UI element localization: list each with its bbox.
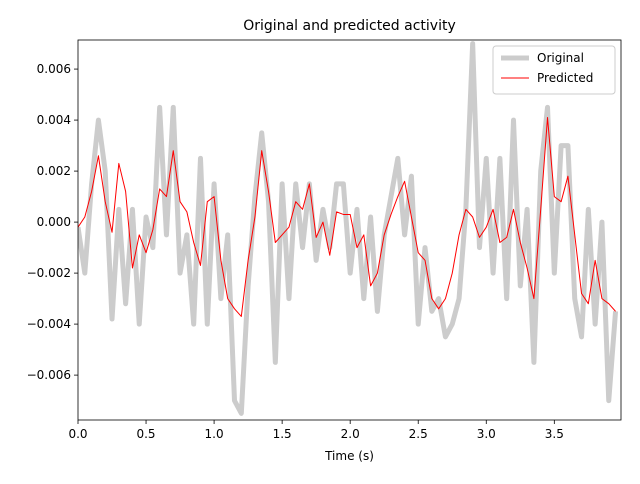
- plot-area: [78, 41, 619, 416]
- y-tick-label: 0.006: [37, 62, 71, 76]
- series-line: [78, 117, 616, 317]
- axes-frame: [77, 39, 622, 421]
- x-tick-label: 2.5: [409, 427, 428, 441]
- y-tick-label: 0.004: [37, 113, 71, 127]
- series-line: [78, 41, 619, 416]
- x-axis-label: Time (s): [324, 449, 374, 463]
- y-tick-label: −0.002: [27, 266, 71, 280]
- x-tick-label: 0.0: [68, 427, 87, 441]
- x-tick-label: 2.0: [341, 427, 360, 441]
- legend-label: Predicted: [537, 71, 593, 85]
- legend-label: Original: [537, 51, 584, 65]
- y-tick-label: −0.006: [27, 368, 71, 382]
- y-tick-label: 0.002: [37, 164, 71, 178]
- x-tick-label: 0.5: [136, 427, 155, 441]
- x-tick-label: 3.5: [545, 427, 564, 441]
- y-tick-label: −0.004: [27, 317, 71, 331]
- x-tick-label: 1.5: [273, 427, 292, 441]
- x-tick-label: 1.0: [205, 427, 224, 441]
- y-tick-label: 0.000: [37, 215, 71, 229]
- chart-title: Original and predicted activity: [243, 18, 456, 34]
- x-tick-label: 3.0: [477, 427, 496, 441]
